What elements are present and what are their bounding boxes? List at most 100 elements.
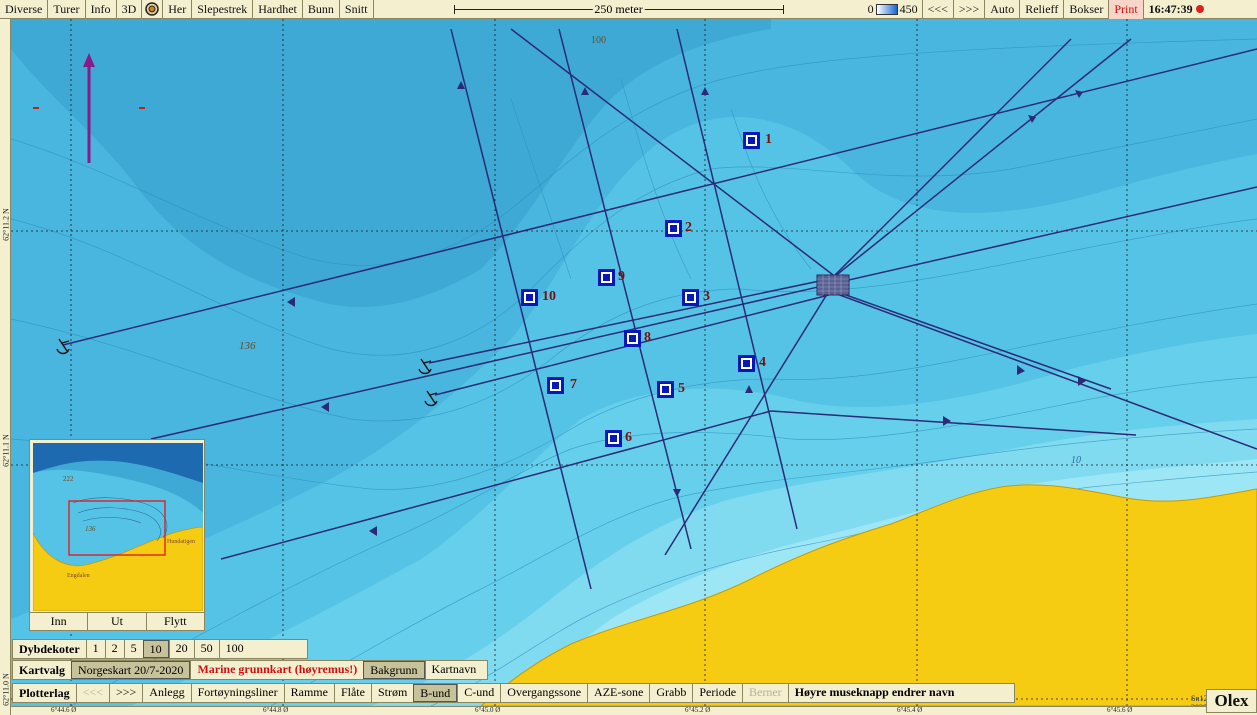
depth-label: 100 — [591, 35, 606, 46]
layers-next-button[interactable]: >>> — [108, 684, 142, 702]
lat-label: 62°11.1 N — [1, 434, 11, 467]
layer-ramme[interactable]: Ramme — [283, 684, 334, 702]
station-marker[interactable] — [605, 430, 622, 447]
layer-overgangssone[interactable]: Overgangssone — [500, 684, 587, 702]
station-label: 1 — [765, 132, 772, 147]
menu-info[interactable]: Info — [86, 0, 117, 19]
plotter-layers-panel: Plotterlag <<< >>> Anlegg Fortøyningslin… — [12, 683, 1015, 703]
layers-prev-button[interactable]: <<< — [75, 684, 109, 702]
anchor-icon[interactable] — [56, 338, 438, 407]
lon-label: 6°44.8 Ø — [263, 706, 289, 714]
station-marker[interactable] — [521, 289, 538, 306]
move-button[interactable]: Flytt — [163, 614, 187, 628]
depth-min: 0 — [867, 2, 874, 16]
chart-map[interactable]: 100 136 10 1 2 3 4 5 6 7 8 9 10 Sn12479,… — [11, 19, 1257, 712]
menu-hardhet[interactable]: Hardhet — [253, 0, 303, 19]
menu-diverse[interactable]: Diverse — [0, 0, 49, 19]
zoom-out-button[interactable]: Ut — [88, 613, 147, 630]
longitude-strip: 6°44.6 Ø 6°44.8 Ø 6°45.0 Ø 6°45.2 Ø 6°45… — [11, 706, 1257, 715]
olex-logo[interactable]: Olex — [1206, 689, 1257, 713]
background-toggle[interactable]: Bakgrunn — [363, 661, 425, 679]
lon-label: 6°45.4 Ø — [897, 706, 923, 714]
depth-contours-panel: Dybdekoter 1 2 5 10 20 50 100 — [12, 639, 308, 659]
station-label: 2 — [685, 220, 692, 235]
next-button[interactable]: >>> — [954, 0, 986, 19]
lon-label: 6°44.6 Ø — [51, 706, 77, 714]
contour-option[interactable]: 5 — [123, 640, 143, 658]
target-icon — [145, 2, 159, 16]
bathymetry-chart[interactable]: 100 136 10 — [11, 19, 1257, 706]
menu-turer[interactable]: Turer — [48, 0, 86, 19]
layer-periode[interactable]: Periode — [692, 684, 742, 702]
layer-anlegg[interactable]: Anlegg — [142, 684, 190, 702]
scale-bar: 250 meter — [453, 0, 784, 19]
layer-fortoyningsliner[interactable]: Fortøyningsliner — [190, 684, 284, 702]
overview-chart[interactable]: 222 136 Hundatigen Engdalen — [33, 443, 203, 611]
layer-strom[interactable]: Strøm — [370, 684, 413, 702]
station-marker[interactable] — [624, 330, 641, 347]
menu-her[interactable]: Her — [163, 0, 193, 19]
station-label: 4 — [759, 355, 766, 370]
depth-max: 450 — [899, 2, 918, 16]
clock-time: 16:47:39 — [1148, 2, 1193, 16]
overview-map[interactable]: 222 136 Hundatigen Engdalen Inn Ut Flytt — [29, 439, 205, 631]
contour-option[interactable]: 50 — [193, 640, 219, 658]
farm-frame[interactable] — [816, 274, 850, 296]
menu-snitt[interactable]: Snitt — [340, 0, 374, 19]
station-marker[interactable] — [665, 220, 682, 237]
menu-3d[interactable]: 3D — [117, 0, 143, 19]
chart-names-toggle[interactable]: Kartnavn — [424, 661, 483, 679]
station-marker[interactable] — [743, 132, 760, 149]
contour-option-selected[interactable]: 10 — [142, 640, 169, 658]
status-dot-icon — [1195, 5, 1204, 13]
overview-label: Hundatigen — [167, 539, 195, 545]
layer-grabb[interactable]: Grabb — [649, 684, 692, 702]
zoom-in-button[interactable]: Inn — [30, 613, 89, 630]
overview-label: Engdalen — [67, 573, 90, 579]
contour-option[interactable]: 2 — [104, 640, 124, 658]
contour-option[interactable]: 100 — [218, 640, 250, 658]
station-marker[interactable] — [657, 381, 674, 398]
layer-aze-sone[interactable]: AZE-sone — [587, 684, 649, 702]
contour-option[interactable]: 1 — [85, 640, 105, 658]
station-marker[interactable] — [682, 289, 699, 306]
station-marker[interactable] — [738, 355, 755, 372]
contour-lines — [11, 38, 1257, 706]
auto-button[interactable]: Auto — [985, 0, 1021, 19]
chart-select-panel: Kartvalg Norgeskart 20/7-2020 Marine gru… — [12, 660, 488, 680]
depth-legend[interactable]: 0 450 — [864, 0, 923, 19]
layer-c-und[interactable]: C-und — [457, 684, 500, 702]
clock: 16:47:39 — [1144, 0, 1209, 19]
print-button[interactable]: Print — [1109, 0, 1144, 19]
overview-label: 222 — [63, 475, 74, 483]
station-label: 8 — [644, 330, 651, 345]
compass-button[interactable] — [142, 0, 164, 19]
lon-label: 6°45.0 Ø — [475, 706, 501, 714]
viewport-frame[interactable] — [68, 500, 166, 556]
contour-option[interactable]: 20 — [168, 640, 194, 658]
depth-gradient — [875, 3, 898, 15]
prev-button[interactable]: <<< — [923, 0, 954, 19]
lat-label: 62°11.2 N — [1, 208, 11, 241]
station-label: 10 — [542, 289, 556, 304]
depth-label: 10 — [1071, 455, 1081, 466]
relieff-button[interactable]: Relieff — [1020, 0, 1065, 19]
direction-arrows — [287, 81, 1086, 536]
chart-option-norgeskart[interactable]: Norgeskart 20/7-2020 — [71, 661, 191, 679]
panel-title: Dybdekoter — [19, 641, 80, 656]
station-label: 9 — [618, 269, 625, 284]
depth-label: 136 — [239, 340, 256, 352]
land-area — [480, 484, 1257, 706]
menu-slepestrek[interactable]: Slepestrek — [192, 0, 254, 19]
menu-bunn[interactable]: Bunn — [303, 0, 340, 19]
station-marker[interactable] — [547, 377, 564, 394]
station-marker[interactable] — [598, 269, 615, 286]
layer-flate[interactable]: Flåte — [333, 684, 371, 702]
overview-buttons: Inn Ut Flytt — [30, 612, 204, 630]
track-lines[interactable] — [62, 28, 1257, 590]
layer-berner: Berner — [742, 684, 788, 702]
panel-title: Kartvalg — [19, 662, 65, 677]
layer-b-und[interactable]: B-und — [413, 684, 458, 702]
bokser-button[interactable]: Bokser — [1064, 0, 1110, 19]
chart-option-marine[interactable]: Marine grunnkart (høyremus!) — [190, 661, 363, 679]
